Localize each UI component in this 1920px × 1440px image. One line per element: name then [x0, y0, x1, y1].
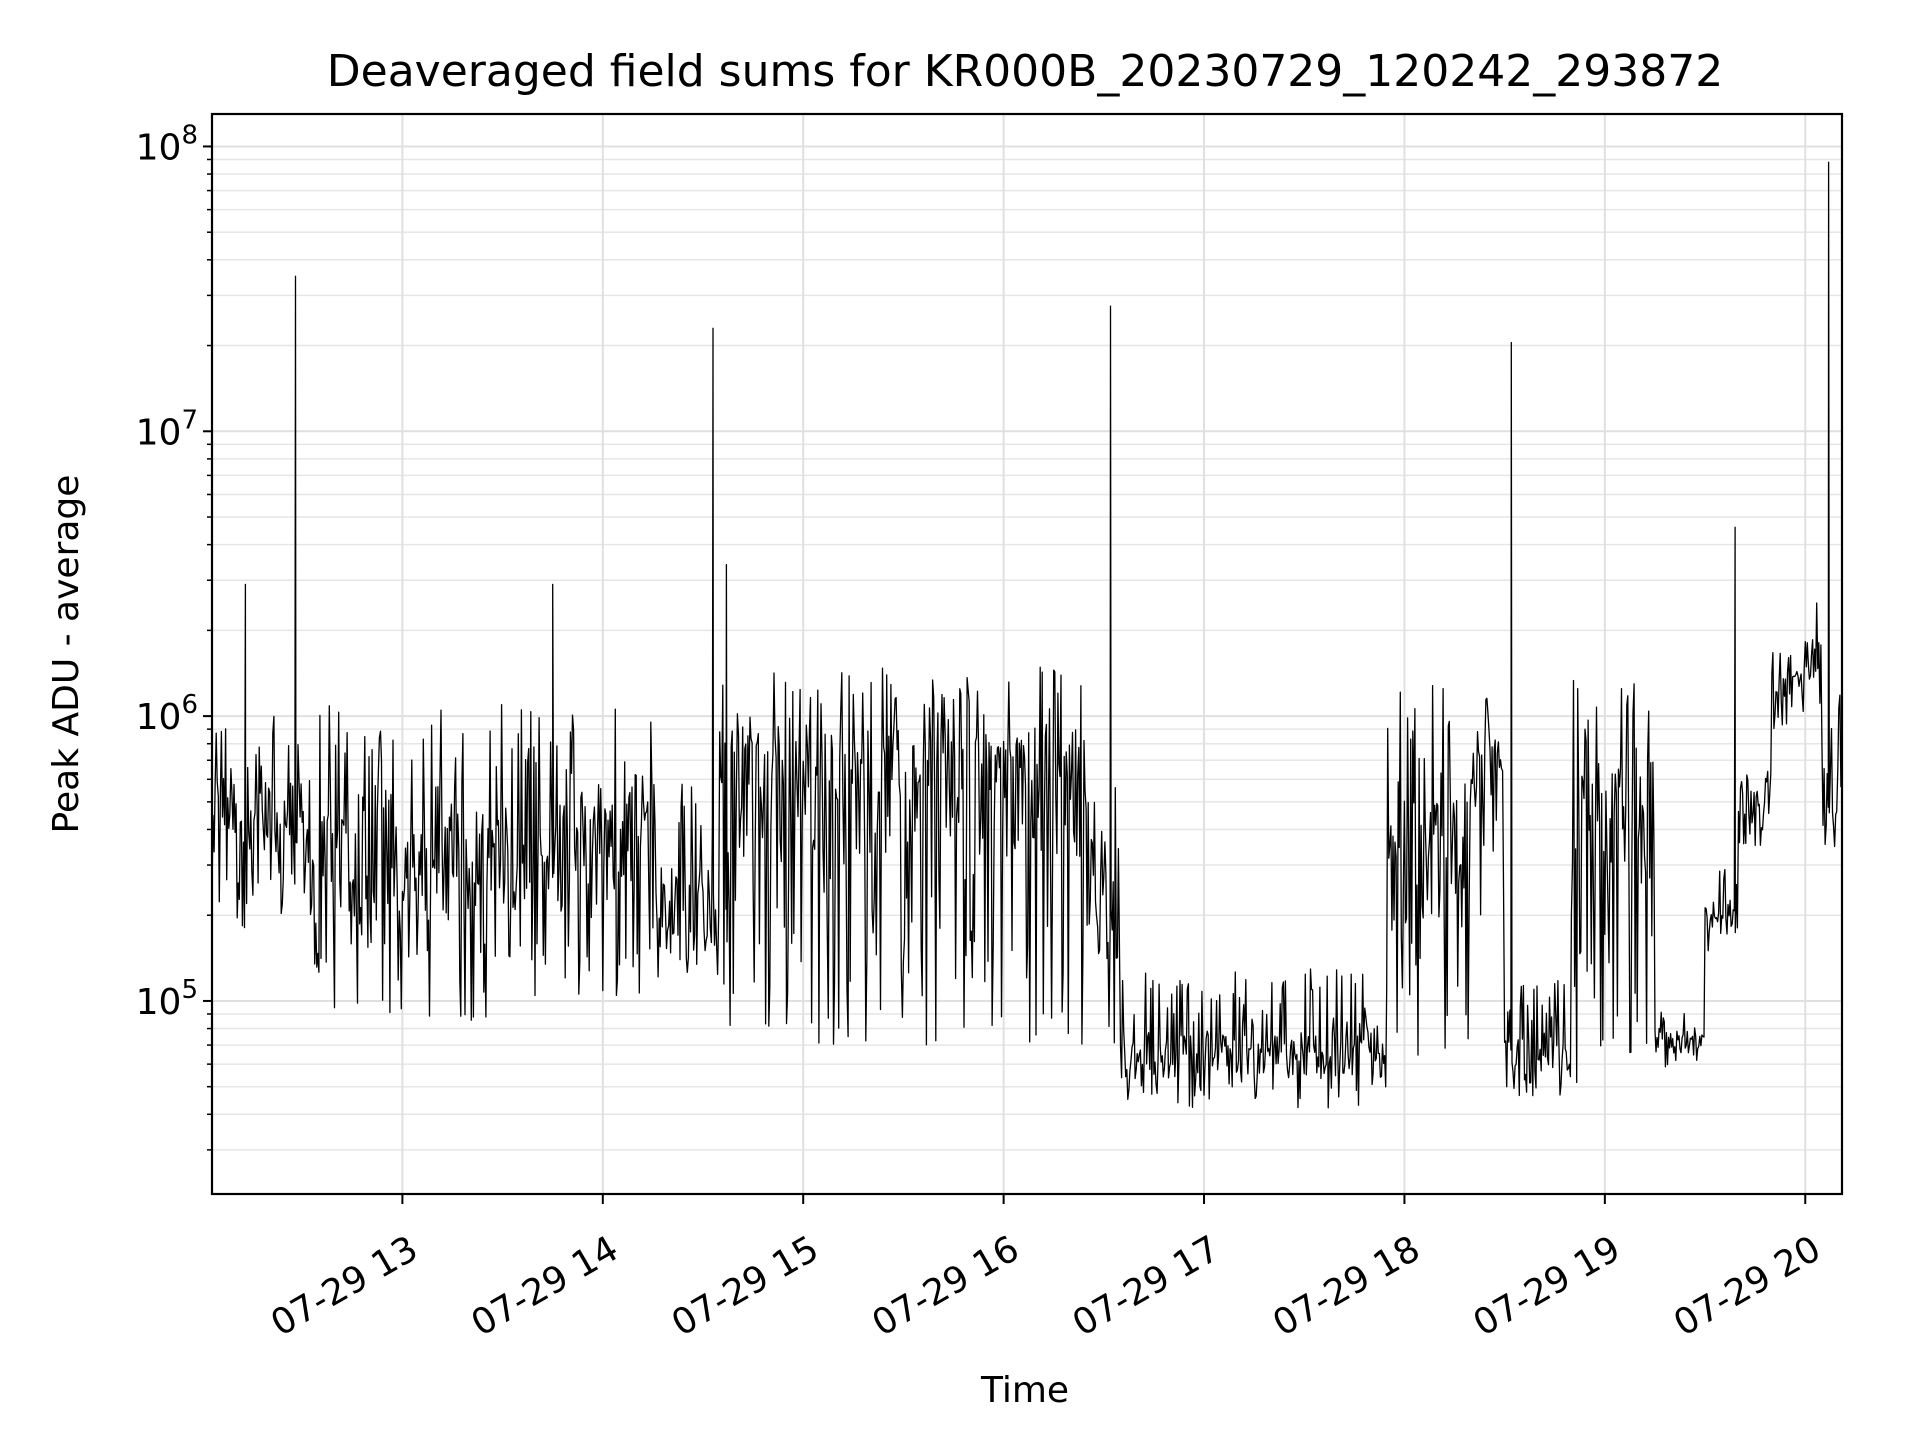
y-axis-label: Peak ADU - average [46, 475, 87, 834]
y-tick-exponent: 7 [181, 405, 198, 435]
y-tick-base: 10 [136, 412, 182, 453]
plot-frame [210, 112, 1844, 1196]
y-tick-label: 105 [136, 975, 198, 1023]
series-line [211, 161, 1842, 1109]
y-tick-base: 10 [136, 982, 182, 1023]
y-tick-exponent: 8 [181, 120, 198, 150]
y-tick-exponent: 6 [181, 690, 198, 720]
chart-title: Deaveraged field sums for KR000B_2023072… [327, 46, 1723, 97]
y-tick-base: 10 [136, 127, 182, 168]
y-tick-label: 106 [136, 690, 198, 738]
y-tick-exponent: 5 [181, 975, 198, 1005]
y-tick-base: 10 [136, 697, 182, 738]
x-axis-label: Time [980, 1370, 1069, 1411]
data-series [211, 161, 1842, 1109]
y-tick-label: 108 [136, 120, 198, 168]
y-tick-label: 107 [136, 405, 198, 453]
